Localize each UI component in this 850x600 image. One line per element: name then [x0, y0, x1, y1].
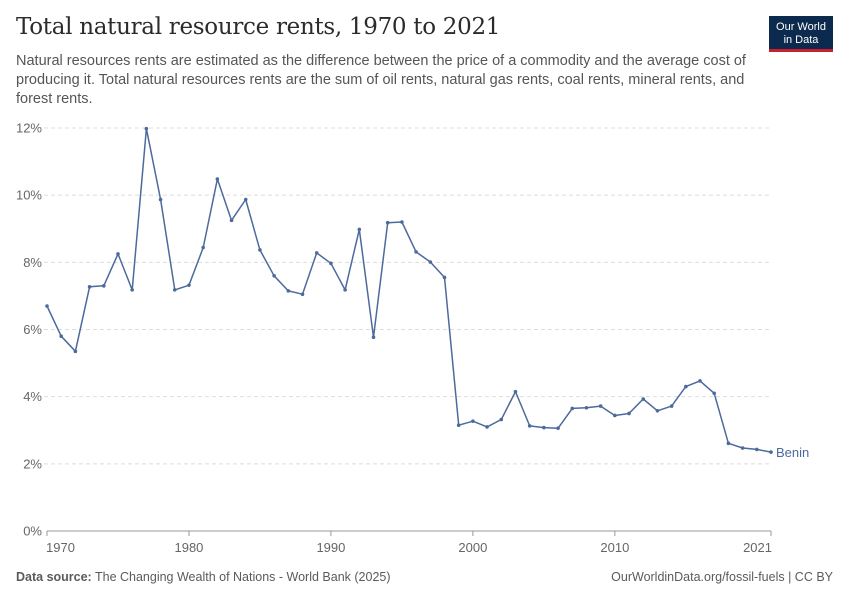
data-point[interactable] — [726, 441, 731, 446]
data-point[interactable] — [641, 397, 646, 401]
series-line[interactable] — [46, 127, 772, 453]
data-point[interactable] — [556, 426, 560, 431]
data-point[interactable] — [158, 197, 163, 202]
data-point[interactable] — [456, 423, 461, 428]
series-label-benin[interactable]: Benin — [776, 445, 809, 460]
data-point[interactable] — [357, 227, 362, 232]
data-point[interactable] — [59, 334, 63, 339]
data-point[interactable] — [499, 417, 504, 422]
x-tick-label: 2021 — [743, 540, 772, 555]
y-tick-label: 2% — [23, 456, 42, 471]
data-point[interactable] — [300, 292, 305, 297]
data-point[interactable] — [329, 261, 333, 266]
data-point[interactable] — [116, 252, 120, 256]
data-point[interactable] — [684, 384, 688, 389]
y-tick-label: 12% — [16, 121, 42, 136]
x-tick-label: 1980 — [174, 540, 203, 555]
data-point[interactable] — [371, 335, 376, 340]
data-point[interactable] — [414, 250, 418, 254]
y-tick-label: 10% — [16, 188, 42, 203]
x-tick-label: 1970 — [46, 540, 75, 555]
data-point[interactable] — [101, 284, 106, 288]
chart-title: Total natural resource rents, 1970 to 20… — [16, 14, 501, 40]
data-point[interactable] — [669, 404, 674, 408]
data-point[interactable] — [627, 411, 631, 416]
data-source-text[interactable]: The Changing Wealth of Nations - World B… — [94, 570, 391, 584]
y-tick-label: 8% — [23, 255, 42, 270]
data-point[interactable] — [201, 245, 205, 250]
x-tick-label: 2010 — [600, 540, 629, 555]
y-tick-label: 6% — [23, 322, 42, 337]
data-point[interactable] — [527, 424, 532, 428]
data-point[interactable] — [471, 419, 475, 423]
data-point[interactable] — [73, 349, 78, 354]
axes: 0% 2% 4% 6% 8% 10% 12% 1970 1980 1990 2000 2010 2021 — [16, 121, 772, 556]
data-point[interactable] — [542, 425, 546, 430]
data-point[interactable] — [243, 197, 248, 202]
data-point[interactable] — [485, 425, 489, 429]
grid-lines — [44, 127, 771, 465]
data-point[interactable] — [87, 285, 92, 289]
data-point[interactable] — [712, 391, 717, 396]
data-point[interactable] — [428, 260, 433, 264]
data-point[interactable] — [172, 288, 177, 292]
data-point[interactable] — [613, 413, 617, 418]
data-point[interactable] — [442, 275, 447, 280]
data-point[interactable] — [314, 251, 319, 255]
data-point[interactable] — [258, 248, 262, 252]
data-source: Data source: The Changing Wealth of Nati… — [16, 570, 391, 584]
data-point[interactable] — [655, 408, 660, 413]
data-point[interactable] — [584, 405, 589, 410]
data-point[interactable] — [343, 288, 347, 292]
data-point[interactable] — [570, 406, 575, 411]
series-labels: Benin — [776, 445, 809, 460]
data-point[interactable] — [769, 450, 773, 454]
data-point[interactable] — [286, 289, 291, 293]
x-tick-label: 1990 — [316, 540, 345, 555]
logo-line-1: Our World — [776, 21, 826, 33]
footer-link[interactable]: OurWorldinData.org/fossil-fuels | CC BY — [611, 570, 833, 584]
chart-subtitle: Natural resources rents are estimated as… — [16, 53, 746, 107]
data-source-label: Data source: — [16, 570, 92, 584]
data-point[interactable] — [385, 220, 390, 225]
data-point[interactable] — [187, 283, 191, 287]
data-point[interactable] — [272, 273, 276, 278]
data-point[interactable] — [229, 218, 234, 223]
data-point[interactable] — [513, 389, 518, 394]
data-point[interactable] — [598, 404, 603, 408]
data-point[interactable] — [215, 177, 220, 181]
data-point[interactable] — [740, 446, 745, 450]
y-tick-label: 0% — [23, 524, 42, 539]
data-point[interactable] — [130, 288, 134, 292]
data-point[interactable] — [144, 126, 149, 131]
data-point[interactable] — [755, 447, 759, 452]
x-tick-label: 2000 — [458, 540, 487, 555]
logo-line-2: in Data — [783, 33, 819, 46]
data-point[interactable] — [698, 379, 702, 383]
series-lines — [45, 126, 773, 454]
owid-logo[interactable]: Our World in Data — [769, 16, 833, 52]
data-point[interactable] — [45, 304, 49, 308]
data-point[interactable] — [400, 220, 404, 224]
y-tick-label: 4% — [23, 389, 42, 404]
